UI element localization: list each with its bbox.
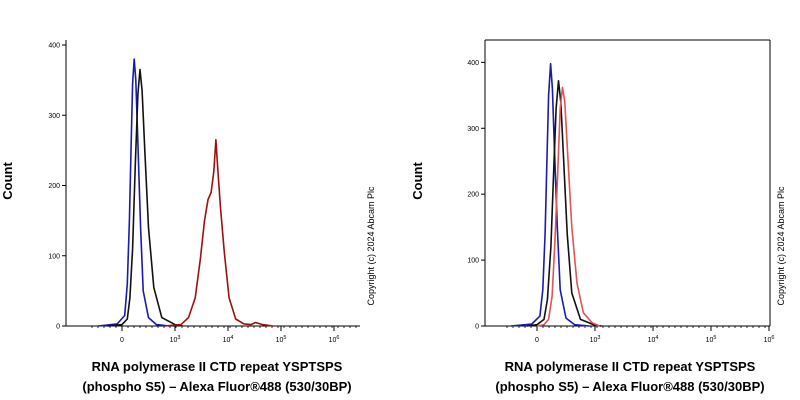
y-tick-label: 0 bbox=[56, 324, 60, 331]
x-axis-title: RNA polymerase II CTD repeat YSPTSPS (ph… bbox=[495, 359, 764, 394]
y-tick-label: 300 bbox=[467, 126, 479, 133]
x-tick-label: 103 bbox=[170, 335, 181, 344]
y-tick-label: 200 bbox=[467, 192, 479, 199]
copyright-text: Copyright (c) 2024 Abcam Plc bbox=[776, 186, 786, 306]
x-tick-label: 103 bbox=[590, 335, 601, 344]
x-tick-label: 106 bbox=[764, 335, 775, 344]
y-axis-label: Count bbox=[0, 162, 15, 200]
y-tick-label: 300 bbox=[48, 113, 60, 120]
copyright-text: Copyright (c) 2024 Abcam Plc bbox=[366, 186, 376, 306]
y-tick-label: 100 bbox=[467, 258, 479, 265]
histogram-panel-right: Count RNA polymerase II CTD repeat YSPTS… bbox=[410, 39, 786, 394]
x-axis-label-line1: RNA polymerase II CTD repeat YSPTSPS bbox=[92, 359, 343, 374]
y-tick-label: 100 bbox=[48, 253, 60, 260]
x-tick-label: 105 bbox=[706, 335, 717, 344]
x-tick-label: 106 bbox=[329, 335, 340, 344]
x-tick-label: 0 bbox=[120, 337, 124, 344]
y-tick-label: 0 bbox=[475, 324, 479, 331]
series-black-line bbox=[107, 68, 183, 327]
series-blue-line bbox=[510, 62, 590, 327]
x-tick-label: 0 bbox=[535, 337, 539, 344]
x-tick-label: 104 bbox=[223, 335, 234, 344]
x-axis-label-line1: RNA polymerase II CTD repeat YSPTSPS bbox=[505, 359, 756, 374]
x-tick-label: 104 bbox=[648, 335, 659, 344]
series-black-line bbox=[526, 80, 602, 327]
histogram-panel-left: Count RNA polymerase II CTD repeat YSPTS… bbox=[0, 40, 376, 394]
series-blue-line bbox=[98, 58, 170, 327]
x-axis-label-line2: (phospho S5) – Alexa Fluor®488 (530/30BP… bbox=[495, 379, 764, 394]
y-tick-label: 400 bbox=[467, 60, 479, 67]
y-tick-label: 200 bbox=[48, 183, 60, 190]
y-axis-label: Count bbox=[410, 162, 425, 200]
y-tick-label: 400 bbox=[48, 43, 60, 50]
x-axis-label-line2: (phospho S5) – Alexa Fluor®488 (530/30BP… bbox=[82, 379, 351, 394]
x-tick-label: 105 bbox=[276, 335, 287, 344]
x-axis-title: RNA polymerase II CTD repeat YSPTSPS (ph… bbox=[82, 359, 351, 394]
series-red-line bbox=[536, 86, 600, 327]
series-red-line bbox=[164, 139, 273, 327]
